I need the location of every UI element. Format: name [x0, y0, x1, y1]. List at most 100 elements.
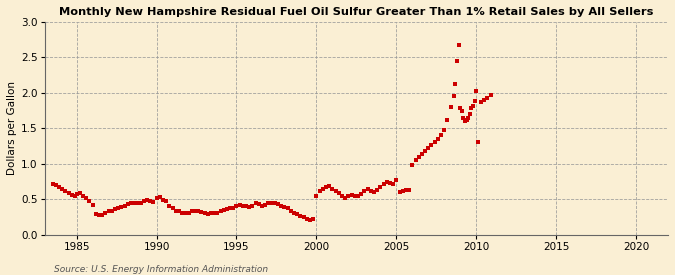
Point	[238, 203, 248, 208]
Point	[442, 117, 453, 122]
Point	[461, 117, 472, 122]
Point	[439, 128, 450, 132]
Point	[423, 146, 434, 150]
Point	[455, 106, 466, 111]
Point	[463, 116, 474, 120]
Point	[343, 194, 354, 199]
Point	[340, 196, 350, 200]
Point	[142, 198, 153, 202]
Point	[381, 180, 392, 184]
Point	[132, 201, 143, 206]
Point	[254, 202, 265, 206]
Text: Source: U.S. Energy Information Administration: Source: U.S. Energy Information Administ…	[54, 265, 268, 274]
Point	[74, 191, 85, 196]
Point	[292, 212, 302, 216]
Point	[148, 200, 159, 204]
Point	[464, 112, 475, 116]
Point	[234, 203, 245, 207]
Point	[365, 188, 376, 193]
Point	[298, 215, 309, 219]
Point	[70, 193, 80, 198]
Point	[346, 193, 357, 197]
Point	[359, 189, 370, 194]
Point	[468, 103, 479, 108]
Point	[454, 42, 464, 47]
Point	[394, 190, 405, 194]
Point	[66, 193, 77, 197]
Point	[286, 208, 296, 213]
Point	[57, 187, 68, 191]
Point	[369, 190, 379, 194]
Point	[81, 196, 92, 201]
Point	[256, 203, 267, 208]
Point	[375, 185, 385, 189]
Point	[241, 204, 252, 208]
Point	[221, 207, 232, 211]
Point	[460, 119, 470, 123]
Point	[450, 82, 461, 86]
Point	[410, 158, 421, 162]
Point	[273, 202, 284, 206]
Point	[63, 191, 74, 196]
Point	[479, 98, 489, 102]
Point	[107, 208, 117, 213]
Point	[218, 208, 229, 212]
Point	[426, 142, 437, 147]
Point	[215, 209, 226, 213]
Point	[485, 93, 496, 97]
Point	[471, 89, 482, 93]
Point	[289, 210, 300, 215]
Point	[193, 209, 204, 213]
Point	[466, 106, 477, 111]
Point	[400, 188, 411, 192]
Point	[225, 206, 236, 211]
Point	[482, 95, 493, 100]
Point	[407, 163, 418, 167]
Point	[109, 207, 120, 211]
Point	[170, 208, 181, 213]
Point	[304, 218, 315, 222]
Point	[190, 208, 200, 213]
Point	[391, 178, 402, 182]
Point	[404, 188, 414, 192]
Point	[116, 205, 127, 209]
Point	[209, 211, 219, 216]
Point	[54, 185, 65, 189]
Point	[177, 210, 188, 215]
Point	[385, 181, 396, 185]
Point	[282, 206, 293, 211]
Point	[452, 59, 462, 63]
Point	[138, 198, 149, 203]
Point	[458, 116, 469, 120]
Point	[472, 140, 483, 145]
Point	[119, 203, 130, 208]
Point	[212, 210, 223, 215]
Point	[429, 140, 440, 145]
Point	[266, 200, 277, 205]
Point	[433, 137, 443, 141]
Point	[72, 192, 82, 196]
Point	[100, 211, 111, 216]
Point	[186, 209, 197, 213]
Point	[180, 211, 191, 216]
Point	[350, 193, 360, 198]
Point	[420, 149, 431, 153]
Point	[337, 193, 348, 198]
Point	[372, 188, 383, 192]
Point	[183, 210, 194, 215]
Point	[103, 209, 114, 213]
Point	[378, 182, 389, 186]
Point	[247, 203, 258, 208]
Point	[352, 194, 363, 199]
Y-axis label: Dollars per Gallon: Dollars per Gallon	[7, 81, 17, 175]
Point	[167, 206, 178, 211]
Point	[202, 212, 213, 216]
Point	[302, 217, 313, 221]
Point	[60, 189, 71, 194]
Point	[126, 201, 136, 206]
Point	[155, 195, 165, 199]
Point	[321, 185, 331, 189]
Point	[279, 205, 290, 209]
Point	[47, 181, 58, 186]
Point	[356, 192, 367, 196]
